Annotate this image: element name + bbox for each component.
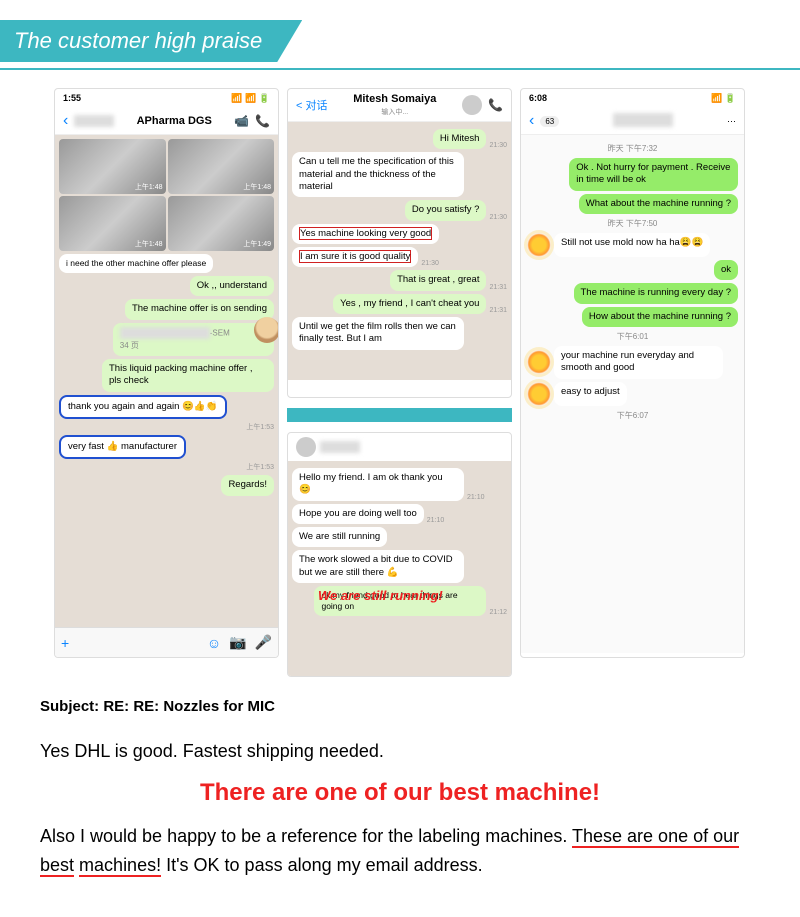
red-annotation: There are one of our best machine! <box>40 774 760 812</box>
time-divider: 下午6:07 <box>527 410 738 421</box>
call-icon[interactable]: 📞 <box>255 114 270 128</box>
msg-out: How about the machine running ? <box>582 307 738 327</box>
underlined-text: machines! <box>79 855 161 877</box>
chat-screenshot-4: 6:08 📶 🔋 ‹ 63 ⋯ 昨天 下午7:32 Ok . Not hurry … <box>520 88 745 658</box>
timestamp: 上午1:53 <box>59 422 274 432</box>
chat-body: 昨天 下午7:32 Ok . Not hurry for payment . R… <box>521 135 744 653</box>
chat-body: i need the other machine offer please Ok… <box>55 135 278 653</box>
time-divider: 昨天 下午7:32 <box>527 143 738 154</box>
msg-out: ok <box>714 260 738 280</box>
chat-screenshot-1: 1:55 📶 📶 🔋 ‹ APharma DGS 📹 📞 i need the o… <box>54 88 279 658</box>
back-button[interactable]: < 对话 <box>296 97 327 113</box>
msg-in: Can u tell me the specification of this … <box>292 152 464 197</box>
plus-icon[interactable]: + <box>61 635 69 651</box>
sun-icon <box>527 382 551 406</box>
msg-out: Ok . Not hurry for payment . Receive in … <box>569 158 738 191</box>
msg-highlighted: I am sure it is good quality <box>292 247 418 267</box>
sticker-icon <box>254 317 278 343</box>
avatar <box>296 437 316 457</box>
msg-highlighted: Yes machine looking very good <box>292 224 439 244</box>
msg-in: Until we get the film rolls then we can … <box>292 317 464 350</box>
chat-body: Hello my friend. I am ok thank you 😊21:1… <box>288 461 511 676</box>
menu-icon[interactable]: ⋯ <box>727 116 736 127</box>
msg-in: easy to adjust <box>554 382 627 406</box>
email-subject: Subject: RE: RE: Nozzles for MIC <box>40 695 760 719</box>
back-icon[interactable]: ‹ <box>63 112 68 130</box>
chat-body: Hi Mitesh21:30 Can u tell me the specifi… <box>288 122 511 380</box>
msg-in: i need the other machine offer please <box>59 254 213 273</box>
msg-out: Ok ,, understand <box>190 276 274 296</box>
msg-highlighted: thank you again and again 😊👍👏 <box>59 395 227 419</box>
separator <box>287 408 512 422</box>
back-icon[interactable]: ‹ <box>529 112 534 130</box>
contact-name: APharma DGS <box>120 115 228 127</box>
email-excerpt: Subject: RE: RE: Nozzles for MIC Yes DHL… <box>0 687 800 880</box>
mic-icon[interactable]: 🎤 <box>255 634 272 651</box>
unread-badge: 63 <box>540 116 559 127</box>
image-thumb[interactable] <box>59 139 166 194</box>
status-time: 1:55 <box>63 93 81 104</box>
msg-out: Yes , my friend , I can't cheat you <box>333 294 486 314</box>
msg-in: your machine run everyday and smooth and… <box>554 346 723 379</box>
redacted-avatar <box>74 115 114 127</box>
msg-in: Hello my friend. I am ok thank you 😊 <box>292 468 464 501</box>
msg-in: The work slowed a bit due to COVID but w… <box>292 550 464 583</box>
msg-out: Do you satisfy ? <box>405 200 487 220</box>
banner-title: The customer high praise <box>0 20 302 62</box>
file-msg: -SEM34 页 <box>113 323 274 356</box>
msg-in: We are still running <box>292 527 387 547</box>
image-thumb[interactable] <box>59 196 166 251</box>
chat-screenshot-2: < 对话 Mitesh Somaiya输入中... 📞 Hi Mitesh21:… <box>287 88 512 398</box>
redacted <box>320 441 360 453</box>
call-icon[interactable]: 📞 <box>488 98 503 112</box>
redacted-name <box>613 113 673 127</box>
status-icons: 📶 📶 🔋 <box>231 93 270 104</box>
email-line: Yes DHL is good. Fastest shipping needed… <box>40 737 760 766</box>
chat-screenshot-3: Hello my friend. I am ok thank you 😊21:1… <box>287 432 512 677</box>
sticker-icon[interactable]: ☺ <box>207 635 221 651</box>
msg-out: That is great , great <box>390 270 486 290</box>
msg-out: What about the machine running ? <box>579 194 738 214</box>
time-divider: 昨天 下午7:50 <box>527 218 738 229</box>
input-bar[interactable]: + ☺ 📷 🎤 <box>55 627 278 657</box>
contact-name: Mitesh Somaiya输入中... <box>333 93 456 117</box>
image-thumb[interactable] <box>168 139 275 194</box>
status-time: 6:08 <box>529 93 547 104</box>
email-line: Also I would be happy to be a reference … <box>40 822 760 880</box>
screenshots-grid: 1:55 📶 📶 🔋 ‹ APharma DGS 📹 📞 i need the o… <box>0 70 800 687</box>
red-annotation: We are still running! <box>318 588 443 603</box>
msg-out: Regards! <box>221 475 274 495</box>
video-icon[interactable]: 📹 <box>234 114 249 128</box>
msg-out: The machine is running every day ? <box>574 283 739 303</box>
msg-out: Hi Mitesh <box>433 129 487 149</box>
msg-highlighted: very fast 👍 manufacturer <box>59 435 186 459</box>
time-divider: 下午6:01 <box>527 331 738 342</box>
page-banner: The customer high praise <box>0 20 800 70</box>
status-icons: 📶 🔋 <box>711 93 736 104</box>
msg-in: Hope you are doing well too <box>292 504 424 524</box>
msg-out: This liquid packing machine offer , pls … <box>102 359 274 392</box>
timestamp: 上午1:53 <box>59 462 274 472</box>
banner-underline <box>0 68 800 70</box>
msg-out: The machine offer is on sending <box>125 299 274 319</box>
avatar[interactable] <box>462 95 482 115</box>
image-thumb[interactable] <box>168 196 275 251</box>
msg-in: Still not use mold now ha ha😩😩 <box>554 233 710 257</box>
sun-icon <box>527 350 551 374</box>
sun-icon <box>527 233 551 257</box>
camera-icon[interactable]: 📷 <box>229 634 246 651</box>
